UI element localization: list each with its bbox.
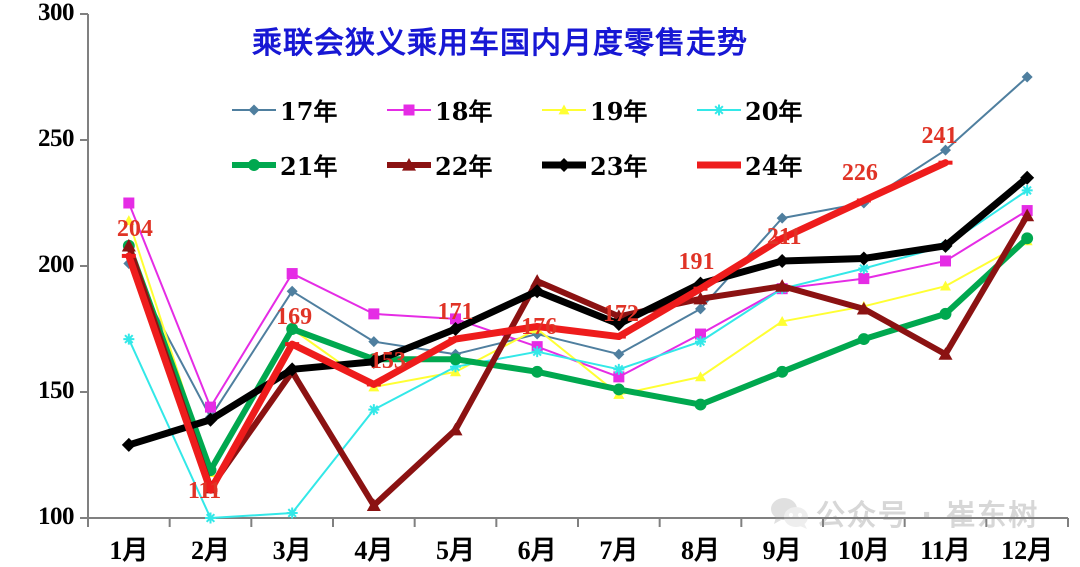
legend-item-20年[interactable]: 20年 <box>690 92 845 127</box>
x-tick-label: 3月 <box>272 536 312 565</box>
chart-legend: 17年 18年 19年 20年 21年 22年 23年 24年 <box>225 92 845 182</box>
x-tick-label: 10月 <box>837 536 890 565</box>
x-tick-label: 9月 <box>762 536 802 565</box>
data-label: 226 <box>841 160 878 187</box>
legend-label-22年: 22年 <box>435 152 493 181</box>
chart-title: 乘联会狭义乘用车国内月度零售走势 <box>252 26 748 61</box>
legend-label-20年: 20年 <box>745 97 803 126</box>
legend-item-23年[interactable]: 23年 <box>535 147 690 182</box>
legend-label-18年: 18年 <box>435 97 493 126</box>
series-24年 <box>121 159 953 494</box>
legend-item-21年[interactable]: 21年 <box>225 147 380 182</box>
chart-container: 乘联会狭义乘用车国内月度零售走势 17年 18年 19年 20年 21年 22年 23年 24… <box>38 0 1069 565</box>
x-tick-label: 7月 <box>599 536 639 565</box>
series-21年 <box>122 232 1034 477</box>
legend-swatch-19年 <box>541 102 587 118</box>
legend-item-24年[interactable]: 24年 <box>690 147 845 182</box>
legend-label-19年: 19年 <box>590 97 648 126</box>
chart-series-group <box>121 71 1035 524</box>
legend-swatch-17年 <box>231 102 277 118</box>
legend-swatch-21年 <box>231 157 277 173</box>
data-label: 211 <box>766 224 802 251</box>
legend-item-18年[interactable]: 18年 <box>380 92 535 127</box>
x-tick-label: 6月 <box>517 536 557 565</box>
chart-axes <box>80 13 1069 527</box>
legend-swatch-22年 <box>386 157 432 173</box>
legend-item-22年[interactable]: 22年 <box>380 147 535 182</box>
legend-label-23年: 23年 <box>590 152 648 181</box>
data-label: 241 <box>921 122 958 149</box>
legend-swatch-20年 <box>696 102 742 118</box>
series-22年 <box>121 208 1035 511</box>
legend-item-17年[interactable]: 17年 <box>225 92 380 127</box>
data-label: 111 <box>187 478 222 505</box>
x-tick-label: 11月 <box>920 536 971 565</box>
data-label: 171 <box>437 299 474 326</box>
x-tick-label: 4月 <box>354 536 394 565</box>
data-label: 191 <box>678 248 715 275</box>
data-label: 172 <box>602 300 639 327</box>
legend-item-19年[interactable]: 19年 <box>535 92 690 127</box>
y-tick-label: 100 <box>38 503 75 530</box>
x-tick-label: 1月 <box>109 536 149 565</box>
y-tick-label: 250 <box>38 125 75 152</box>
x-tick-label: 2月 <box>190 536 230 565</box>
chart-plot-area <box>80 13 1069 527</box>
y-tick-label: 200 <box>38 251 75 278</box>
legend-label-17年: 17年 <box>280 97 338 126</box>
series-20年 <box>123 184 1033 524</box>
legend-swatch-24年 <box>696 157 742 173</box>
data-label: 169 <box>276 304 313 331</box>
x-tick-label: 8月 <box>680 536 720 565</box>
data-label: 204 <box>116 215 153 242</box>
y-tick-label: 300 <box>38 0 75 26</box>
x-tick-label: 12月 <box>1001 536 1054 565</box>
legend-label-24年: 24年 <box>745 152 803 181</box>
y-tick-label: 150 <box>38 377 75 404</box>
legend-swatch-18年 <box>386 102 432 118</box>
legend-label-21年: 21年 <box>280 152 338 181</box>
legend-swatch-23年 <box>541 157 587 173</box>
x-tick-label: 5月 <box>435 536 475 565</box>
data-label: 153 <box>369 348 406 375</box>
data-label: 176 <box>521 314 558 341</box>
